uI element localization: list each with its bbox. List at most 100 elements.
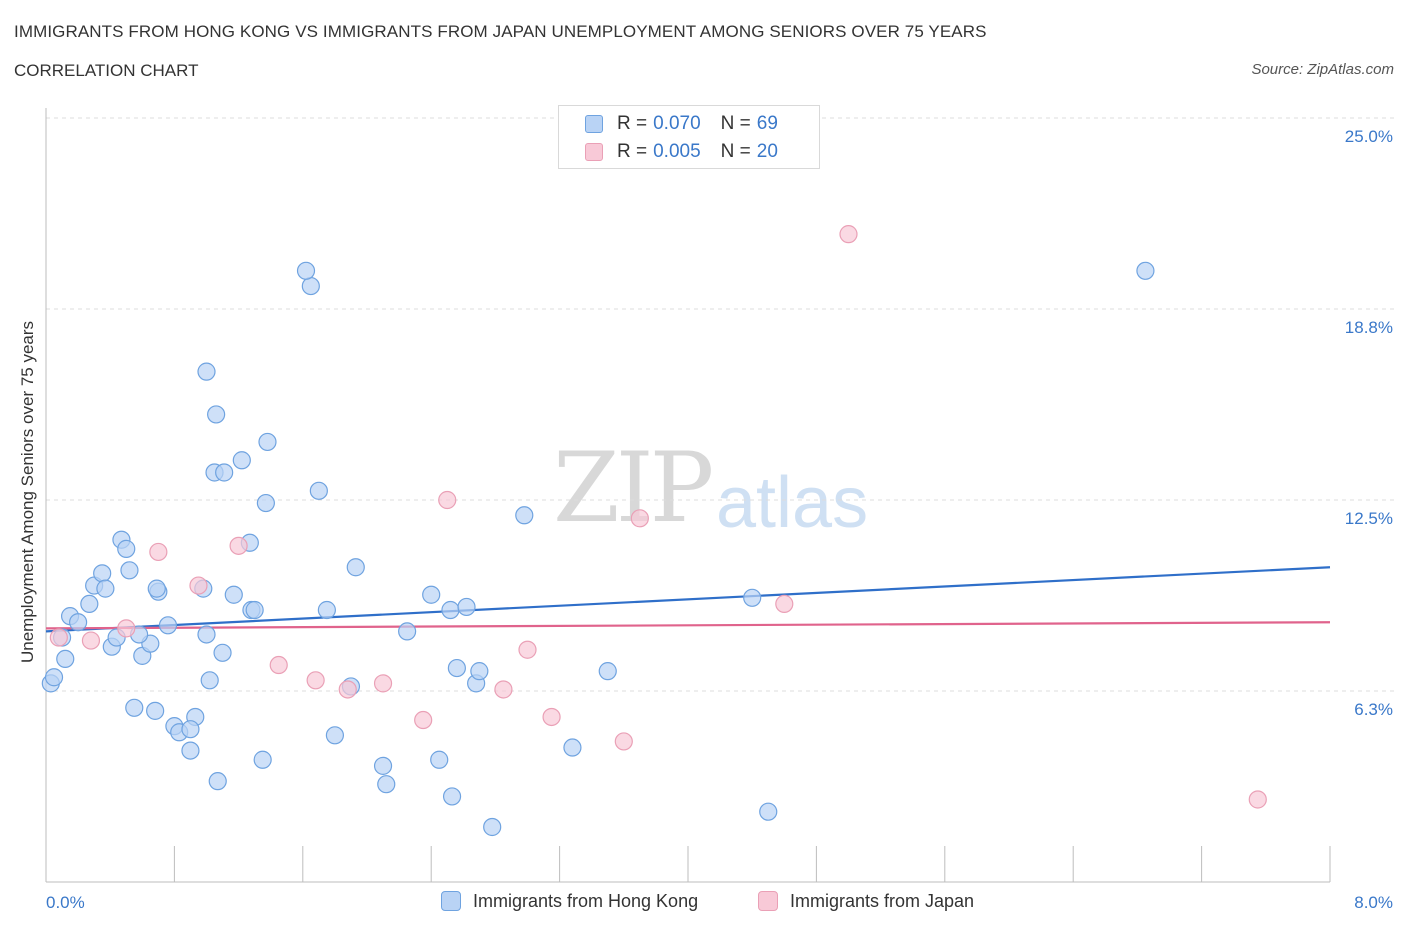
tick-label-layer: 6.3% 12.5% 18.8% 25.0% 0.0% 8.0%	[46, 127, 1393, 912]
japan-point-10	[414, 710, 433, 730]
hong-kong-point-58	[442, 787, 462, 806]
hong-kong-point-56	[430, 750, 449, 769]
hong-kong-point-54	[398, 622, 417, 641]
japan-point-11	[438, 490, 457, 510]
hong-kong-swatch	[585, 115, 603, 133]
watermark-zip: ZIP	[553, 432, 714, 544]
japan-point-7	[306, 671, 325, 690]
hong-kong-point-32	[215, 463, 234, 482]
hong-kong-point-59	[447, 658, 466, 678]
hong-kong-point-47	[309, 481, 328, 500]
hong-kong-point-36	[207, 405, 226, 424]
japan-point-0	[49, 628, 68, 647]
hong-kong-point-15	[125, 698, 144, 717]
y-tick-label-0: 6.3%	[1354, 700, 1393, 719]
hong-kong-point-49	[325, 726, 344, 745]
hong-kong-point-53	[377, 775, 396, 794]
hong-kong-point-13	[117, 539, 136, 558]
hong-kong-point-21	[146, 701, 165, 720]
hong-kong-point-48	[317, 600, 336, 620]
y-tick-label-3: 25.0%	[1345, 127, 1393, 146]
n-value: 20	[756, 141, 778, 162]
hong-kong-point-52	[373, 756, 393, 775]
hong-kong-point-29	[197, 625, 216, 644]
hong-kong-point-46	[296, 261, 316, 280]
source-label: Source: ZipAtlas.com	[1251, 61, 1394, 78]
hong-kong-legend-swatch	[441, 891, 461, 911]
japan-point-3	[149, 542, 168, 562]
hong-kong-point-51	[346, 558, 365, 577]
hong-kong-point-9	[96, 579, 115, 598]
hong-kong-point-1	[44, 668, 64, 687]
hong-kong-point-35	[197, 362, 216, 381]
stats-row-japan: R = 0.005 N = 20	[585, 141, 778, 163]
r-label: R =	[617, 113, 648, 134]
hong-kong-point-37	[232, 451, 251, 470]
trend-layer	[45, 566, 1331, 633]
legend-item-japan: Immigrants from Japan	[758, 889, 974, 913]
axis-layer	[45, 108, 1331, 883]
japan-point-8	[338, 680, 357, 699]
hong-kong-point-30	[200, 671, 219, 690]
chart-title: IMMIGRANTS FROM HONG KONG VS IMMIGRANTS …	[14, 22, 987, 41]
n-label: N =	[720, 141, 751, 162]
x-tick-label-max: 8.0%	[1354, 893, 1393, 912]
japan-point-19	[1248, 790, 1267, 809]
hong-kong-point-44	[253, 750, 272, 769]
legend-item-hong-kong: Immigrants from Hong Kong	[441, 889, 698, 913]
japan-point-1	[81, 631, 101, 650]
hong-kong-point-14	[120, 561, 139, 580]
hong-kong-point-64	[515, 506, 534, 525]
hong-kong-point-45	[301, 276, 320, 296]
hong-kong-point-66	[598, 662, 617, 681]
hong-kong-point-26	[181, 720, 200, 739]
japan-point-6	[269, 655, 288, 675]
legend-label: Immigrants from Japan	[790, 890, 975, 911]
hong-kong-point-42	[256, 493, 275, 513]
japan-point-4	[189, 576, 208, 595]
hong-kong-point-43	[258, 432, 277, 452]
y-tick-label-2: 18.8%	[1345, 318, 1393, 337]
legend-label: Immigrants from Hong Kong	[473, 890, 699, 911]
hong-kong-point-27	[181, 741, 200, 760]
hong-kong-point-62	[470, 662, 489, 681]
japan-swatch	[585, 143, 603, 161]
hong-kong-point-33	[208, 772, 227, 791]
hong-kong-point-6	[80, 594, 99, 614]
hong-kong-point-3	[56, 649, 75, 669]
r-label: R =	[617, 141, 648, 162]
stats-legend: R = 0.070 N = 69 R = 0.005 N = 20	[558, 105, 820, 169]
points-layer	[41, 225, 1267, 837]
x-tick-label-min: 0.0%	[46, 893, 85, 912]
japan-legend-swatch	[758, 891, 778, 911]
r-value: 0.005	[653, 141, 701, 162]
watermark-atlas: atlas	[716, 463, 869, 543]
hong-kong-point-34	[213, 643, 232, 662]
y-tick-label-1: 12.5%	[1345, 509, 1393, 528]
hong-kong-point-20	[158, 616, 178, 635]
japan-point-16	[630, 509, 649, 528]
hong-kong-point-8	[93, 564, 112, 583]
hong-kong-point-22	[147, 579, 166, 598]
hong-kong-point-55	[422, 585, 441, 604]
japan-point-9	[373, 674, 393, 693]
hong-kong-point-5	[68, 613, 88, 632]
hong-kong-point-38	[224, 585, 243, 604]
r-value: 0.070	[653, 113, 701, 134]
japan-point-15	[614, 732, 633, 751]
japan-point-5	[229, 536, 248, 555]
n-label: N =	[720, 113, 751, 134]
hong-kong-point-63	[483, 817, 502, 837]
hong-kong-trend-line	[45, 566, 1331, 633]
japan-point-13	[518, 640, 537, 659]
stats-row-hong-kong: R = 0.070 N = 69	[585, 113, 778, 135]
japan-trend-line	[45, 621, 1331, 630]
hong-kong-point-65	[563, 738, 582, 757]
japan-point-18	[839, 225, 858, 244]
chart-subtitle: CORRELATION CHART	[14, 61, 199, 80]
hong-kong-point-41	[245, 600, 264, 620]
hong-kong-point-57	[441, 600, 460, 620]
hong-kong-point-69	[1136, 261, 1155, 280]
japan-point-14	[542, 707, 561, 727]
